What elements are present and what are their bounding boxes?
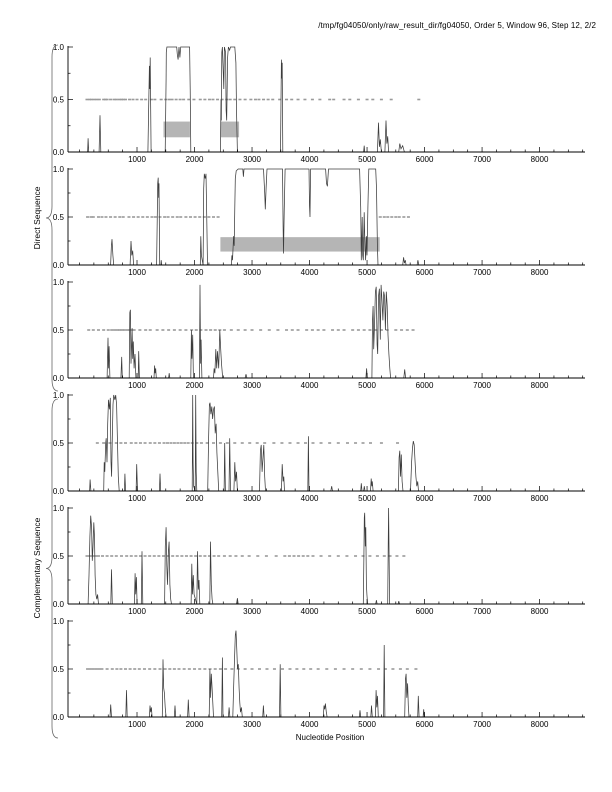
- panel-complementary-frame-3: 1000 2000 3000 4000 5000 6000 7000 8000 0.0 0.5 1.…: [53, 617, 585, 729]
- codon-marker-row: [85, 98, 421, 101]
- y-tick-label: 0.5: [53, 439, 65, 448]
- y-tick-label: 0.0: [53, 261, 65, 270]
- x-tick-label: 8000: [531, 607, 549, 616]
- codon-marker-row: [87, 329, 415, 331]
- predicted-gene-box: [220, 237, 380, 252]
- x-tick-label: 5000: [358, 381, 376, 390]
- x-tick-label: 7000: [473, 494, 491, 503]
- y-tick-label: 0.0: [53, 487, 65, 496]
- probability-curve: [79, 284, 424, 379]
- codon-marker-row: [85, 555, 406, 557]
- x-tick-label: 5000: [358, 155, 376, 164]
- y-tick-label: 1.0: [53, 43, 65, 52]
- x-tick-label: 3000: [243, 268, 261, 277]
- x-tick-label: 2000: [186, 720, 204, 729]
- x-axis-label: Nucleotide Position: [295, 733, 365, 742]
- y-tick-label: 0.5: [53, 665, 65, 674]
- y-tick-label: 0.0: [53, 374, 65, 383]
- x-tick-label: 6000: [416, 494, 434, 503]
- direct-sequence-brace: [45, 44, 59, 392]
- y-tick-label: 1.0: [53, 165, 65, 174]
- y-tick-label: 1.0: [53, 504, 65, 513]
- x-tick-label: 7000: [473, 381, 491, 390]
- x-tick-label: 4000: [301, 155, 319, 164]
- probability-curve: [79, 630, 425, 718]
- predicted-gene-box: [163, 121, 190, 138]
- y-tick-label: 1.0: [53, 617, 65, 626]
- x-tick-label: 3000: [243, 607, 261, 616]
- x-tick-label: 7000: [473, 720, 491, 729]
- x-tick-label: 3000: [243, 381, 261, 390]
- x-tick-label: 8000: [531, 720, 549, 729]
- x-tick-label: 1000: [128, 494, 146, 503]
- x-tick-label: 5000: [358, 494, 376, 503]
- panel-direct-frame-3: 1000 2000 3000 4000 5000 6000 7000 8000 0.0 0.5 1.…: [53, 278, 585, 390]
- probability-curve: [79, 394, 424, 492]
- x-tick-label: 6000: [416, 381, 434, 390]
- x-tick-label: 1000: [128, 268, 146, 277]
- panel-direct-frame-1: 1000 2000 3000 4000 5000 6000 7000 8000 0.0 0.5 1.…: [53, 43, 585, 164]
- x-tick-label: 7000: [473, 607, 491, 616]
- probability-curve: [79, 168, 424, 266]
- y-tick-label: 1.0: [53, 278, 65, 287]
- x-tick-label: 4000: [301, 494, 319, 503]
- x-tick-label: 8000: [531, 155, 549, 164]
- y-tick-label: 0.5: [53, 213, 65, 222]
- x-tick-label: 3000: [243, 720, 261, 729]
- chart-title: /tmp/fg04050/only/raw_result_dir/fg04050…: [318, 21, 596, 30]
- x-tick-label: 8000: [531, 381, 549, 390]
- y-tick-label: 0.5: [53, 552, 65, 561]
- y-tick-label: 0.5: [53, 95, 65, 104]
- x-tick-label: 4000: [301, 268, 319, 277]
- x-tick-label: 2000: [186, 268, 204, 277]
- x-tick-label: 6000: [416, 607, 434, 616]
- panel-complementary-frame-2: 1000 2000 3000 4000 5000 6000 7000 8000 0.0 0.5 1.…: [53, 504, 585, 616]
- x-tick-label: 6000: [416, 268, 434, 277]
- x-tick-label: 2000: [186, 381, 204, 390]
- x-tick-label: 4000: [301, 720, 319, 729]
- codon-marker-row: [86, 668, 418, 670]
- x-tick-label: 3000: [243, 155, 261, 164]
- y-tick-label: 0.5: [53, 326, 65, 335]
- x-tick-label: 1000: [128, 155, 146, 164]
- panel-direct-frame-2: 1000 2000 3000 4000 5000 6000 7000 8000 0.0 0.5 1.…: [53, 165, 585, 277]
- x-tick-label: 6000: [416, 720, 434, 729]
- panel-complementary-frame-1: 1000 2000 3000 4000 5000 6000 7000 8000 0.0 0.5 1.…: [53, 391, 585, 503]
- y-tick-label: 1.0: [53, 391, 65, 400]
- x-tick-label: 5000: [358, 607, 376, 616]
- x-tick-label: 2000: [186, 155, 204, 164]
- x-tick-label: 4000: [301, 381, 319, 390]
- x-tick-label: 6000: [416, 155, 434, 164]
- y-tick-label: 0.0: [53, 713, 65, 722]
- x-tick-label: 7000: [473, 268, 491, 277]
- x-tick-label: 1000: [128, 381, 146, 390]
- x-tick-label: 7000: [473, 155, 491, 164]
- x-tick-label: 5000: [358, 268, 376, 277]
- codon-marker-row: [95, 442, 400, 444]
- predicted-gene-box: [220, 121, 240, 138]
- codon-marker-row: [86, 216, 410, 218]
- x-tick-label: 1000: [128, 607, 146, 616]
- x-tick-label: 8000: [531, 268, 549, 277]
- x-tick-label: 5000: [358, 720, 376, 729]
- x-tick-label: 2000: [186, 607, 204, 616]
- x-tick-label: 1000: [128, 720, 146, 729]
- y-tick-label: 0.0: [53, 148, 65, 157]
- x-tick-label: 3000: [243, 494, 261, 503]
- y-tick-label: 0.0: [53, 600, 65, 609]
- x-tick-label: 2000: [186, 494, 204, 503]
- x-tick-label: 4000: [301, 607, 319, 616]
- x-tick-label: 8000: [531, 494, 549, 503]
- complementary-sequence-brace: [45, 398, 59, 739]
